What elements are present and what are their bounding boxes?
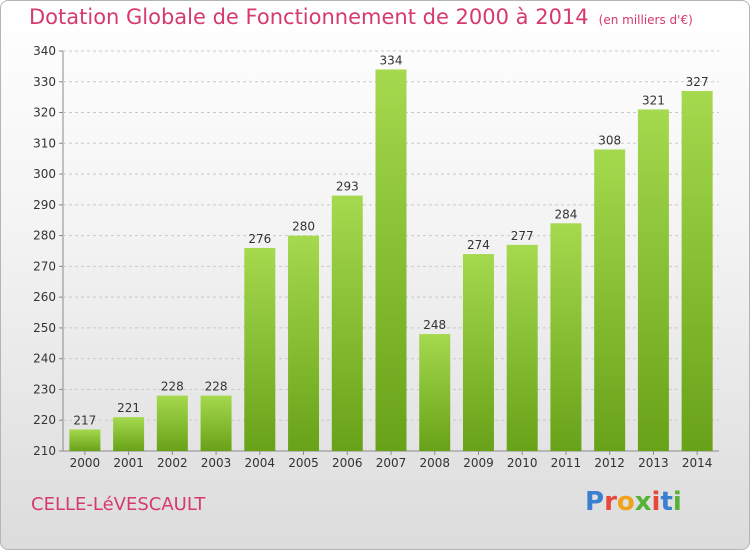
value-label-2008: 248 <box>423 318 446 332</box>
bar-2000 <box>69 429 101 451</box>
proxiti-logo: Proxiti <box>585 487 682 517</box>
value-label-2013: 321 <box>642 93 665 107</box>
commune-name: CELLE-LéVESCAULT <box>31 494 206 515</box>
logo-letter: i <box>672 487 682 517</box>
bar-2011 <box>550 223 582 451</box>
logo-letter: i <box>651 487 661 517</box>
bar-2009 <box>462 254 494 451</box>
x-tick-label: 2002 <box>157 456 188 470</box>
x-tick-label: 2006 <box>332 456 363 470</box>
chart-title-text: Dotation Globale de Fonctionnement de 20… <box>29 5 589 29</box>
x-tick-label: 2008 <box>419 456 450 470</box>
bar-2010 <box>506 244 538 451</box>
logo-letter: P <box>585 487 605 517</box>
value-label-2007: 334 <box>380 53 403 67</box>
bar-2013 <box>637 109 669 451</box>
value-label-2009: 274 <box>467 238 490 252</box>
x-tick-label: 2012 <box>594 456 625 470</box>
bar-2001 <box>113 417 145 451</box>
y-tick-label: 300 <box>33 167 56 181</box>
y-tick-label: 270 <box>33 259 56 273</box>
bar-2002 <box>156 395 188 451</box>
y-tick-label: 280 <box>33 229 56 243</box>
value-label-2014: 327 <box>686 75 709 89</box>
x-tick-label: 2013 <box>638 456 669 470</box>
y-tick-label: 230 <box>33 382 56 396</box>
y-tick-label: 240 <box>33 352 56 366</box>
value-label-2001: 221 <box>117 401 140 415</box>
value-label-2011: 284 <box>554 207 577 221</box>
x-tick-label: 2003 <box>201 456 232 470</box>
x-tick-label: 2005 <box>288 456 319 470</box>
y-tick-label: 310 <box>33 136 56 150</box>
bar-2012 <box>594 149 626 451</box>
y-tick-label: 260 <box>33 290 56 304</box>
value-label-2006: 293 <box>336 180 359 194</box>
y-tick-label: 330 <box>33 75 56 89</box>
x-tick-label: 2014 <box>682 456 713 470</box>
value-label-2004: 276 <box>248 232 271 246</box>
x-tick-label: 2010 <box>507 456 538 470</box>
x-tick-label: 2000 <box>70 456 101 470</box>
value-label-2005: 280 <box>292 220 315 234</box>
bar-2003 <box>200 395 232 451</box>
x-tick-label: 2001 <box>113 456 144 470</box>
y-tick-label: 210 <box>33 444 56 458</box>
chart-subtitle: (en milliers d'€) <box>598 13 693 27</box>
bar-2014 <box>681 91 713 451</box>
logo-letter: t <box>660 487 673 517</box>
bar-2007 <box>375 69 407 451</box>
bar-2005 <box>288 235 320 451</box>
bars <box>69 69 713 451</box>
x-tick-label: 2004 <box>245 456 276 470</box>
y-tick-label: 220 <box>33 413 56 427</box>
bar-2006 <box>331 195 363 451</box>
bar-2004 <box>244 247 276 451</box>
logo-letter: r <box>604 487 617 517</box>
logo-letter: x <box>634 487 652 517</box>
chart-title: Dotation Globale de Fonctionnement de 20… <box>29 5 693 29</box>
bar-2008 <box>419 334 451 451</box>
logo-letter: o <box>616 487 635 517</box>
value-label-2002: 228 <box>161 380 184 394</box>
value-label-2012: 308 <box>598 133 621 147</box>
y-tick-label: 250 <box>33 321 56 335</box>
x-tick-label: 2011 <box>551 456 582 470</box>
labels: 210 220 230 240 250 260 270 280 290 300 310 320 330 3… <box>33 44 712 470</box>
y-tick-label: 290 <box>33 198 56 212</box>
value-label-2000: 217 <box>73 413 96 427</box>
x-tick-label: 2007 <box>376 456 407 470</box>
x-tick-label: 2009 <box>463 456 494 470</box>
value-label-2003: 228 <box>205 380 228 394</box>
y-tick-label: 340 <box>33 44 56 58</box>
value-label-2010: 277 <box>511 229 534 243</box>
y-tick-label: 320 <box>33 106 56 120</box>
